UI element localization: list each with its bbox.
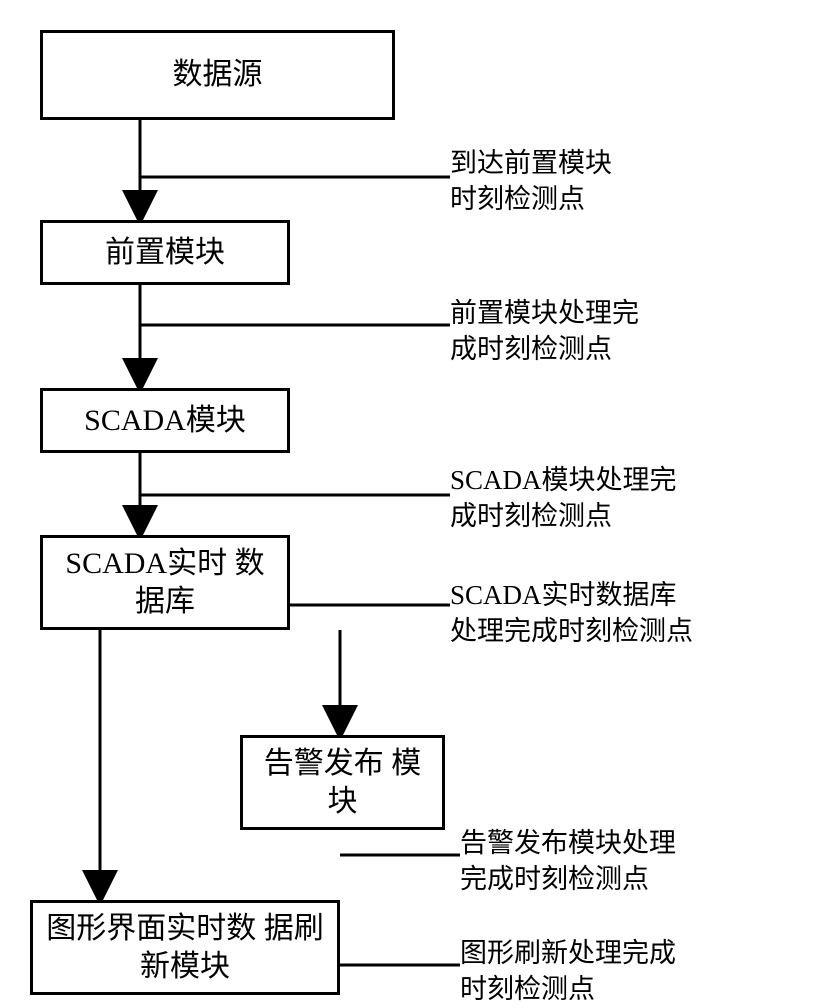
checkpoint-label-3: SCADA实时数据库 处理完成时刻检测点	[450, 577, 693, 650]
checkpoint-label-4: 告警发布模块处理 完成时刻检测点	[460, 825, 676, 898]
checkpoint-label-2: SCADA模块处理完 成时刻检测点	[450, 462, 677, 535]
label-text: 告警发布模块处理 完成时刻检测点	[460, 828, 676, 894]
label-text: SCADA模块处理完 成时刻检测点	[450, 465, 677, 531]
checkpoint-label-5: 图形刷新处理完成 时刻检测点	[460, 935, 676, 1008]
node-text: SCADA模块	[84, 402, 246, 440]
checkpoint-label-1: 前置模块处理完 成时刻检测点	[450, 295, 639, 368]
node-n4: SCADA实时 数据库	[40, 535, 290, 630]
connector-layer	[0, 0, 813, 1000]
label-text: SCADA实时数据库 处理完成时刻检测点	[450, 580, 693, 646]
node-n6: 图形界面实时数 据刷新模块	[30, 900, 340, 995]
label-text: 前置模块处理完 成时刻检测点	[450, 298, 639, 364]
node-text: SCADA实时 数据库	[51, 545, 279, 620]
node-n1: 数据源	[40, 30, 395, 120]
node-n2: 前置模块	[40, 220, 290, 285]
node-text: 图形界面实时数 据刷新模块	[41, 910, 329, 985]
node-n5: 告警发布 模块	[240, 735, 445, 830]
node-text: 数据源	[173, 56, 263, 94]
node-text: 前置模块	[105, 234, 225, 272]
node-n3: SCADA模块	[40, 388, 290, 453]
node-text: 告警发布 模块	[251, 745, 434, 820]
label-text: 到达前置模块 时刻检测点	[450, 148, 612, 214]
label-text: 图形刷新处理完成 时刻检测点	[460, 938, 676, 1004]
checkpoint-label-0: 到达前置模块 时刻检测点	[450, 145, 612, 218]
